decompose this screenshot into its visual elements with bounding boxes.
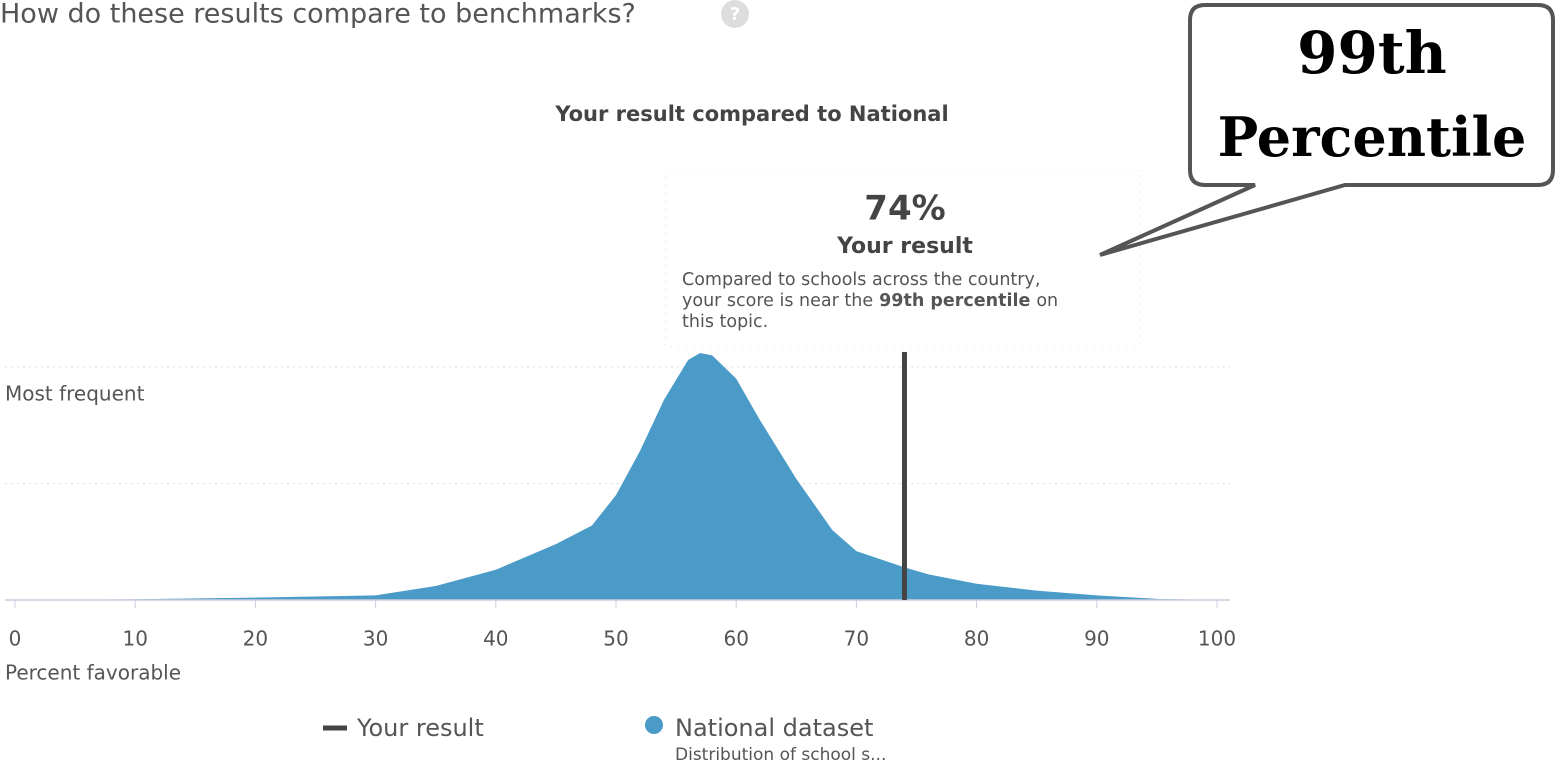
x-axis-label: Percent favorable	[5, 661, 181, 685]
description-text: on	[1036, 291, 1058, 311]
description-line: this topic.	[682, 312, 768, 332]
x-tick-label: 70	[844, 627, 869, 651]
annotation-box	[664, 169, 1141, 348]
marker-value-label: 74%	[864, 189, 945, 229]
callout-text: 99th	[1297, 19, 1447, 87]
y-tick-label: Most frequent	[5, 382, 145, 406]
callout-shape	[1099, 3, 1555, 257]
help-icon[interactable]	[721, 0, 749, 28]
density-area	[15, 353, 1217, 600]
help-icon-glyph: ?	[730, 4, 740, 25]
callout: 99th Percentile	[1099, 3, 1555, 257]
x-tick-label: 60	[723, 627, 748, 651]
x-tick-label: 40	[483, 627, 508, 651]
x-tick-label: 10	[122, 627, 147, 651]
callout-text: Percentile	[1218, 105, 1527, 169]
x-tick-label: 100	[1198, 627, 1236, 651]
legend-label: National dataset	[675, 714, 873, 742]
question: How do these results compare to benchmar…	[0, 0, 636, 30]
description-line: your score is near the 99th percentile on	[682, 291, 1058, 311]
x-tick-label: 90	[1084, 627, 1109, 651]
description-bold: 99th percentile	[879, 291, 1030, 311]
legend-caption: Distribution of school s...	[675, 745, 886, 764]
x-tick-label: 80	[964, 627, 989, 651]
x-tick-label: 30	[363, 627, 388, 651]
x-tick-label: 20	[243, 627, 268, 651]
legend-dot	[645, 716, 663, 734]
description-text: your score is near the	[682, 291, 873, 311]
legend-label: Your result	[356, 714, 484, 742]
x-tick-label: 50	[603, 627, 628, 651]
description-line: Compared to schools across the country,	[682, 270, 1040, 290]
x-tick-label: 0	[9, 627, 22, 651]
chart-title: Your result compared to National	[554, 102, 948, 126]
marker-name: Your result	[836, 234, 973, 259]
